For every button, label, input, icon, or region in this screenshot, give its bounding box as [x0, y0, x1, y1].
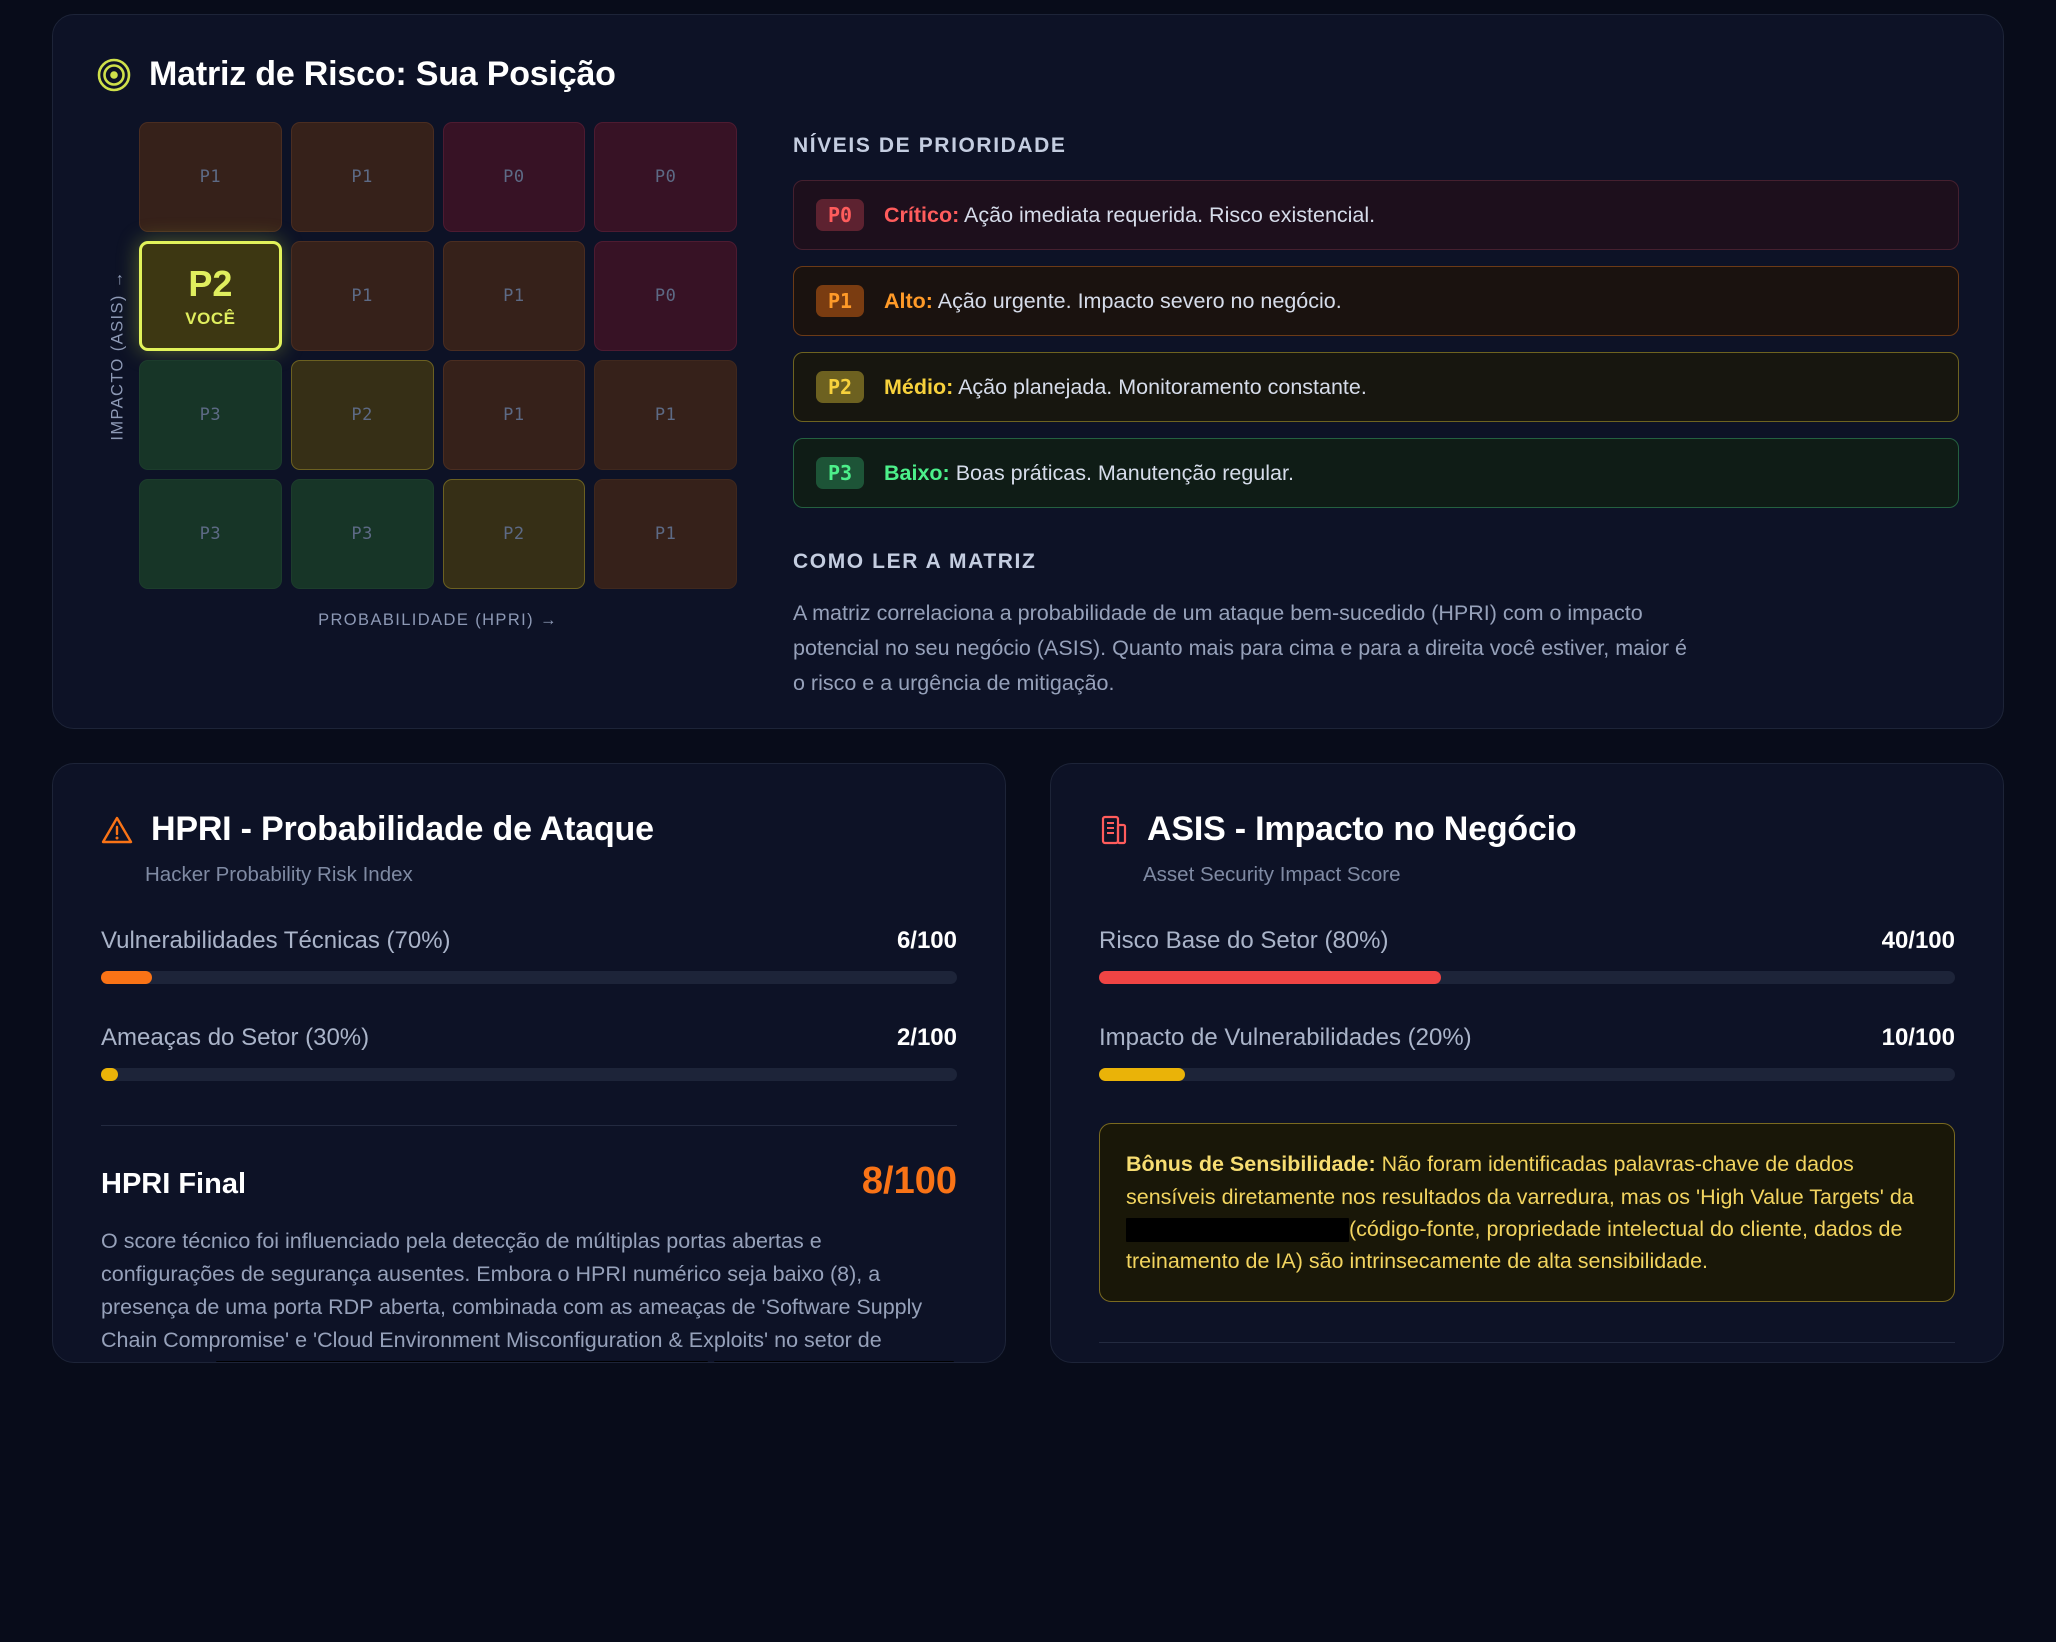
hpri-desc-part1: O score técnico foi influenciado pela de… — [101, 1229, 923, 1362]
matrix-cell-r3-c2: P2 — [442, 479, 586, 589]
target-icon — [97, 58, 131, 92]
asis-title: ASIS - Impacto no Negócio — [1147, 810, 1577, 849]
matrix-cell-r1-c1: P1 — [290, 241, 434, 351]
hpri-metrics: Vulnerabilidades Técnicas (70%) 6/100 Amea… — [101, 927, 957, 1082]
matrix-cell-r0-c0: P1 — [139, 122, 282, 232]
hpri-divider — [101, 1125, 957, 1127]
hpri-final-label: HPRI Final — [101, 1168, 247, 1201]
metric-value: 2/100 — [896, 1024, 957, 1052]
metric-progress-bar — [1099, 1068, 1955, 1082]
metric-progress-bar — [1099, 971, 1955, 985]
hpri-subtitle: Hacker Probability Risk Index — [145, 863, 413, 887]
priority-tag: P2 — [816, 371, 864, 403]
matrix-cell-r0-c3: P0 — [594, 122, 737, 232]
priority-description: Alto: Ação urgente. Impacto severo no ne… — [884, 288, 1342, 313]
matrix-cell-r1-c3: P0 — [594, 241, 737, 351]
matrix-cell-r0-c2: P0 — [442, 122, 586, 232]
risk-matrix-card: Matriz de Risco: Sua Posição IMPACTO (AS… — [52, 14, 2004, 730]
priority-legend-item-p3: P3 Baixo: Boas práticas. Manutenção regul… — [793, 438, 1959, 508]
matrix-grid: P1 P1 P0 P0 P2 VOCÊ P1 P1 P0 P3 P2 P1 P1 P3 P3 P2 P1 — [139, 122, 737, 589]
how-to-read-body: A matriz correlaciona a probabilidade de… — [793, 601, 1687, 695]
asis-metric-1: Impacto de Vulnerabilidades (20%) 10/100 — [1099, 1024, 1955, 1082]
asis-divider — [1099, 1342, 1955, 1344]
matrix-cell-r3-c1: P3 — [290, 479, 434, 589]
priority-legend-list: P0 Crítico: Ação imediata requerida. Risc… — [793, 180, 1959, 508]
sensitivity-bonus-callout: Bônus de Sensibilidade: Não foram identi… — [1099, 1123, 1955, 1303]
warning-triangle-icon — [101, 814, 133, 846]
hpri-metric-1: Ameaças do Setor (30%) 2/100 — [101, 1024, 957, 1082]
asis-card: ASIS - Impacto no Negócio Asset Security… — [1050, 763, 2004, 1364]
metric-value: 10/100 — [1881, 1024, 1955, 1052]
matrix-cell-r1-c2: P1 — [442, 241, 586, 351]
priority-tag: P0 — [816, 199, 864, 231]
hpri-final-value: 8/100 — [861, 1160, 957, 1203]
priority-tag: P1 — [816, 285, 864, 317]
hpri-card-header: HPRI - Probabilidade de Ataque — [101, 810, 957, 849]
y-axis-label: IMPACTO (ASIS) → — [108, 270, 127, 441]
metric-label: Risco Base do Setor (80%) — [1099, 927, 1389, 955]
metric-label: Vulnerabilidades Técnicas (70%) — [101, 927, 451, 955]
matrix-cell-r0-c1: P1 — [290, 122, 434, 232]
matrix-cell-r2-c0: P3 — [139, 360, 282, 470]
sensitivity-bonus-text-1: Não foram identificadas palavras-chave d… — [1126, 1152, 1914, 1209]
priority-description: Baixo: Boas práticas. Manutenção regular… — [884, 460, 1294, 485]
hpri-card: HPRI - Probabilidade de Ataque Hacker Pr… — [52, 763, 1006, 1364]
page-title: Matriz de Risco: Sua Posição — [149, 55, 616, 93]
priority-description: Médio: Ação planejada. Monitoramento con… — [884, 374, 1367, 399]
metric-progress-bar — [101, 971, 957, 985]
priority-legend-item-p0: P0 Crítico: Ação imediata requerida. Risc… — [793, 180, 1959, 250]
building-icon — [1099, 814, 1129, 846]
matrix-cell-r1-c0: P2 VOCÊ — [139, 241, 282, 351]
asis-card-header: ASIS - Impacto no Negócio — [1099, 810, 1955, 849]
x-axis-label: PROBABILIDADE (HPRI) → — [318, 611, 558, 629]
matrix-plot: IMPACTO (ASIS) → P1 P1 P0 P0 P2 VOCÊ P1 P1 P0 P3 P… — [97, 122, 737, 700]
redacted-text-2 — [713, 1360, 954, 1363]
matrix-cell-r2-c1: P2 — [290, 360, 434, 470]
asis-metrics: Risco Base do Setor (80%) 40/100 Impacto d… — [1099, 927, 1955, 1082]
hpri-final-description: O score técnico foi influenciado pela de… — [101, 1225, 957, 1363]
matrix-cell-r2-c2: P1 — [442, 360, 586, 470]
priority-levels-heading: NÍVEIS DE PRIORIDADE — [793, 134, 1067, 157]
priority-tag: P3 — [816, 457, 864, 489]
metric-value: 40/100 — [1881, 927, 1955, 955]
asis-metric-0: Risco Base do Setor (80%) 40/100 — [1099, 927, 1955, 985]
priority-legend-item-p2: P2 Médio: Ação planejada. Monitoramento c… — [793, 352, 1959, 422]
asis-subtitle: Asset Security Impact Score — [1143, 863, 1401, 887]
sensitivity-bonus-label: Bônus de Sensibilidade: — [1126, 1152, 1376, 1177]
hpri-title: HPRI - Probabilidade de Ataque — [151, 810, 654, 849]
matrix-cell-priority: P2 — [188, 263, 233, 304]
hpri-final-row: HPRI Final 8/100 — [101, 1160, 957, 1203]
matrix-cell-r2-c3: P1 — [594, 360, 737, 470]
metric-label: Impacto de Vulnerabilidades (20%) — [1099, 1024, 1472, 1052]
sensitivity-bonus-text-2: (código-fonte, propriedade intelectual d… — [1126, 1216, 1903, 1274]
metric-progress-bar — [101, 1068, 957, 1082]
matrix-cell-you-label: VOCÊ — [185, 309, 236, 328]
redacted-text-3 — [1126, 1218, 1349, 1243]
matrix-card-header: Matriz de Risco: Sua Posição — [97, 55, 1959, 94]
matrix-cell-r3-c3: P1 — [594, 479, 737, 589]
priority-legend-item-p1: P1 Alto: Ação urgente. Impacto severo no … — [793, 266, 1959, 336]
metric-value: 6/100 — [896, 927, 957, 955]
matrix-cell-r3-c0: P3 — [139, 479, 282, 589]
metric-label: Ameaças do Setor (30%) — [101, 1024, 370, 1052]
redacted-text-1 — [215, 1360, 708, 1363]
priority-description: Crítico: Ação imediata requerida. Risco … — [884, 202, 1376, 227]
how-to-read-heading: COMO LER A MATRIZ — [793, 550, 1037, 573]
hpri-metric-0: Vulnerabilidades Técnicas (70%) 6/100 — [101, 927, 957, 985]
